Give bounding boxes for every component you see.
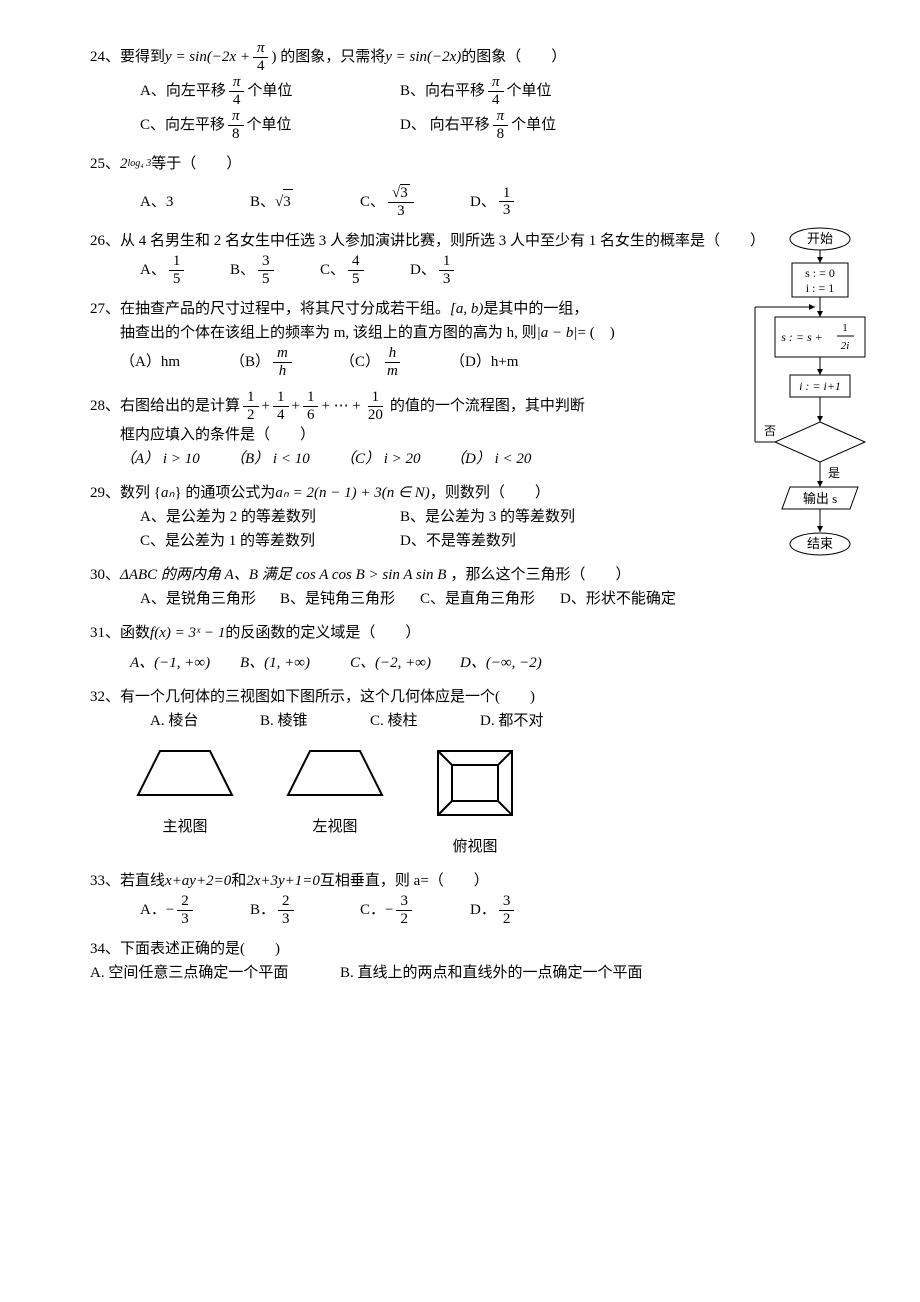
q24-opt-a: A、向左平移π4个单位 (140, 74, 400, 108)
q28-opt-d: （D） i < 20 (450, 447, 560, 471)
q27-opt-d: （D）h+m (450, 345, 560, 379)
svg-text:2i: 2i (841, 340, 850, 352)
question-31: 31、 函数 f(x) = 3ˣ − 1 的反函数的定义域是（ ） A、(−1,… (90, 621, 870, 675)
q29-opt-b: B、是公差为 3 的等差数列 (400, 505, 660, 529)
question-28: 28、 右图给出的是计算 12 + 14 + 16 + ⋯ + 120 的值的一… (90, 389, 650, 471)
flowchart-diagram: 开始 s : = 0 i : = 1 s : = s + 1 2i i : = … (740, 227, 900, 607)
q30-opt-b: B、是钝角三角形 (280, 587, 420, 611)
q31-opt-b: B、(1, +∞) (240, 651, 350, 675)
q27-opt-a: （A）hm (120, 345, 230, 379)
q28-opt-a: （A） i > 10 (120, 447, 230, 471)
flow-start: 开始 (807, 231, 833, 246)
q25-opt-d: D、13 (470, 184, 580, 219)
q30-opt-d: D、形状不能确定 (560, 587, 700, 611)
question-30: 30、 ΔABC 的两内角 A、B 满足 cos A cos B > sin A… (90, 563, 870, 611)
q26-opt-a: A、15 (140, 253, 230, 287)
q27-opt-b: （B）mh (230, 345, 340, 379)
q33-opt-a: A．−23 (140, 893, 250, 927)
q31-opt-a: A、(−1, +∞) (130, 651, 240, 675)
svg-text:结束: 结束 (807, 536, 833, 551)
q26-opt-c: C、45 (320, 253, 410, 287)
top-view-diagram: 俯视图 (430, 743, 520, 859)
q28-opt-b: （B） i < 10 (230, 447, 340, 471)
svg-text:输出 s: 输出 s (803, 491, 837, 506)
q30-opt-a: A、是锐角三角形 (140, 587, 280, 611)
q29-opt-c: C、是公差为 1 的等差数列 (140, 529, 400, 553)
svg-text:s : = 0: s : = 0 (805, 266, 835, 280)
q32-opt-d: D. 都不对 (480, 709, 590, 733)
front-view-diagram: 主视图 (130, 743, 240, 859)
question-34: 34、 下面表述正确的是( ) A. 空间任意三点确定一个平面 B. 直线上的两… (90, 937, 870, 985)
q25-opt-a: A、3 (140, 184, 250, 219)
q30-opt-c: C、是直角三角形 (420, 587, 560, 611)
q33-opt-d: D．32 (470, 893, 580, 927)
svg-text:1: 1 (842, 322, 848, 334)
q34-opt-a: A. 空间任意三点确定一个平面 (90, 961, 340, 985)
q29-opt-a: A、是公差为 2 的等差数列 (140, 505, 400, 529)
q24-opt-d: D、 向右平移π8个单位 (400, 108, 660, 142)
question-29: 29、 数列 { aₙ } 的通项公式为 aₙ = 2(n − 1) + 3(n… (90, 481, 650, 553)
q27-opt-c: （C）hm (340, 345, 450, 379)
side-view-diagram: 左视图 (280, 743, 390, 859)
q32-opt-b: B. 棱锥 (260, 709, 370, 733)
q31-opt-d: D、(−∞, −2) (460, 651, 570, 675)
svg-text:s : = s +: s : = s + (781, 330, 823, 344)
q24-opt-c: C、向左平移π8个单位 (140, 108, 400, 142)
q24-num: 24、 (90, 45, 120, 69)
question-25: 25、 2log₄ 3 等于（ ） A、3 B、3 C、33 D、13 (90, 152, 870, 219)
question-24: 24、 要得到 y = sin(−2x + π4 ) 的图象，只需将 y = s… (90, 40, 870, 142)
q24-opt-b: B、向右平移π4个单位 (400, 74, 660, 108)
q31-opt-c: C、(−2, +∞) (350, 651, 460, 675)
q26-opt-b: B、35 (230, 253, 320, 287)
q25-opt-b: B、3 (250, 184, 360, 219)
q33-opt-c: C．−32 (360, 893, 470, 927)
q33-opt-b: B．23 (250, 893, 360, 927)
q34-opt-b: B. 直线上的两点和直线外的一点确定一个平面 (340, 961, 643, 985)
q32-opt-c: C. 棱柱 (370, 709, 480, 733)
svg-text:i : = i+1: i : = i+1 (799, 379, 841, 393)
q29-opt-d: D、不是等差数列 (400, 529, 660, 553)
svg-text:i : = 1: i : = 1 (806, 281, 834, 295)
question-32: 32、 有一个几何体的三视图如下图所示，这个几何体应是一个( ) A. 棱台 B… (90, 685, 870, 859)
q26-opt-d: D、13 (410, 253, 500, 287)
q28-opt-c: （C） i > 20 (340, 447, 450, 471)
question-33: 33、 若直线 x+ay+2=0 和 2x+3y+1=0 互相垂直，则 a=（ … (90, 869, 870, 927)
q25-opt-c: C、33 (360, 184, 470, 219)
svg-text:是: 是 (828, 466, 840, 480)
q32-opt-a: A. 棱台 (150, 709, 260, 733)
svg-text:否: 否 (764, 424, 776, 438)
question-27: 27、 在抽查产品的尺寸过程中，将其尺寸分成若干组。 [a, b) 是其中的一组… (90, 297, 630, 379)
